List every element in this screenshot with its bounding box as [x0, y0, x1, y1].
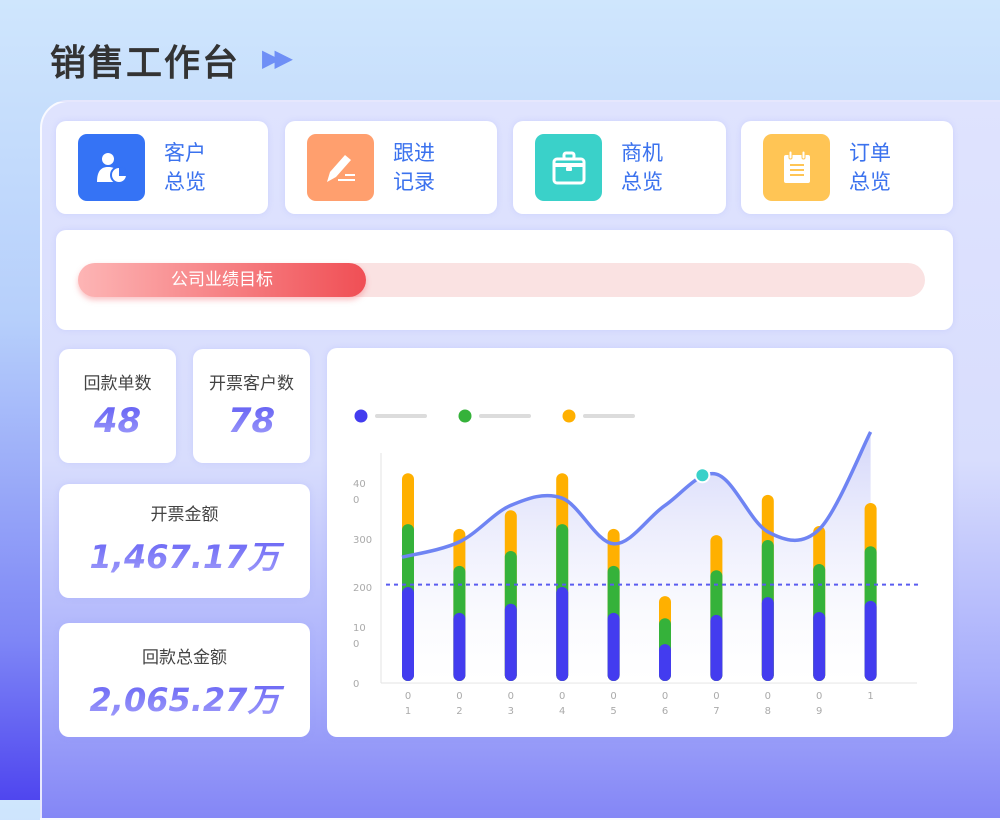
- stat-invoice-customers: 开票客户数 78: [193, 349, 310, 463]
- pencil-icon: [307, 134, 374, 201]
- legend-label-placeholder: [479, 414, 531, 418]
- legend-dot: [562, 409, 576, 423]
- bar-segment: [504, 603, 517, 681]
- stat-label: 开票金额: [150, 505, 219, 525]
- nav-label: 总览: [164, 170, 206, 194]
- nav-order-overview[interactable]: 订单 总览: [741, 121, 953, 214]
- performance-target-card: 公司业绩目标: [56, 230, 953, 330]
- highlight-point[interactable]: [694, 467, 711, 484]
- bar-segment: [402, 587, 414, 681]
- stat-value: 1,467.17万: [59, 532, 310, 578]
- stat-return-amount: 回款总金额 2,065.27万: [59, 623, 310, 737]
- trend-line: [401, 431, 873, 559]
- bar-segment: [556, 587, 569, 681]
- nav-label: 总览: [849, 170, 891, 194]
- stat-label: 开票客户数: [209, 374, 294, 394]
- page-title: 销售工作台: [50, 43, 241, 84]
- legend-dot: [354, 409, 368, 423]
- bar-segment: [864, 600, 877, 681]
- briefcase-icon: [535, 134, 602, 201]
- bar-segment: [659, 644, 671, 681]
- y-tick-label: 40 0: [353, 479, 366, 506]
- double-chevron-right-icon: ▶▶: [262, 44, 293, 72]
- stat-value: 48: [59, 401, 176, 441]
- stat-invoice-amount: 开票金额 1,467.17万: [59, 484, 310, 598]
- y-tick-label: 10 0: [353, 623, 366, 650]
- stat-label: 回款单数: [83, 374, 152, 394]
- bar-segment: [813, 611, 826, 681]
- x-tick-label: 1: [867, 691, 873, 702]
- bar-segment: [761, 597, 774, 681]
- nav-follow-up-records[interactable]: 跟进 记录: [285, 121, 497, 214]
- customer-chart-icon: [78, 134, 145, 201]
- y-tick-label: 200: [353, 583, 372, 594]
- progress-track: 公司业绩目标: [78, 263, 925, 297]
- stat-value: 78: [193, 401, 310, 441]
- nav-label: 记录: [393, 170, 435, 194]
- legend-label-placeholder: [375, 414, 427, 418]
- bar-segment: [453, 612, 466, 681]
- stat-label: 回款总金额: [142, 648, 227, 668]
- nav-label: 跟进: [393, 141, 435, 165]
- nav-opportunity-overview[interactable]: 商机 总览: [513, 121, 726, 214]
- bar-segment: [710, 614, 723, 681]
- bar-segment: [607, 612, 620, 681]
- legend-dot: [458, 409, 472, 423]
- sales-chart: 0 10 0 200 300 40 0 0 1 0 2 0 3 0 4 0 5 0 6 0 7 0 8 0 9 1: [353, 409, 919, 717]
- notepad-icon: [763, 134, 830, 201]
- line-area: [402, 431, 871, 683]
- y-tick-label: 0: [353, 679, 359, 690]
- sales-chart-card: 0 10 0 200 300 40 0 0 1 0 2 0 3 0 4 0 5 0 6 0 7 0 8 0 9 1: [327, 348, 953, 737]
- nav-label: 总览: [621, 170, 663, 194]
- nav-customer-overview[interactable]: 客户 总览: [56, 121, 268, 214]
- stat-value: 2,065.27万: [59, 675, 310, 721]
- nav-label: 客户: [164, 141, 206, 165]
- nav-label: 商机: [621, 141, 663, 165]
- stat-return-orders: 回款单数 48: [59, 349, 176, 463]
- y-tick-label: 300: [353, 535, 372, 546]
- legend-label-placeholder: [583, 414, 635, 418]
- nav-label: 订单: [849, 141, 891, 165]
- progress-fill: 公司业绩目标: [78, 263, 366, 297]
